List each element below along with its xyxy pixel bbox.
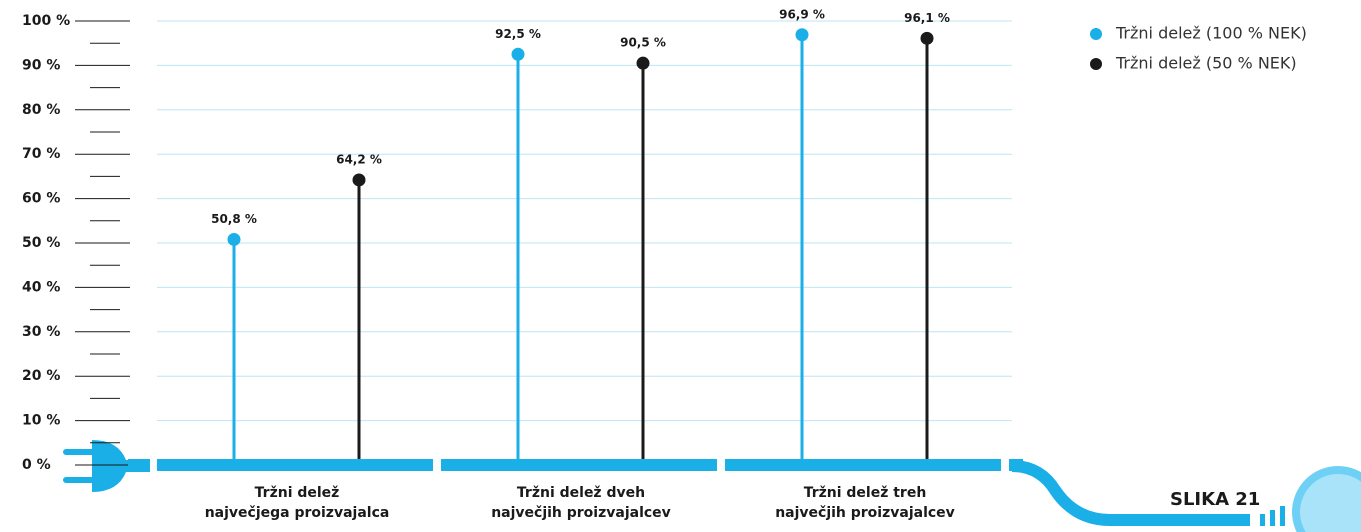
y-tick-label: 0 % (22, 457, 51, 473)
legend-label: Tržni delež (100 % NEK) (1115, 24, 1307, 43)
point (795, 28, 809, 42)
point (511, 47, 525, 61)
baseline-segment (441, 459, 717, 471)
point (352, 173, 366, 187)
y-tick-label: 100 % (22, 13, 70, 29)
y-tick-label: 40 % (22, 279, 60, 295)
value-label: 64,2 % (336, 152, 382, 166)
y-tick-label: 70 % (22, 146, 60, 162)
y-tick-label: 90 % (22, 57, 60, 73)
value-label: 92,5 % (495, 27, 541, 41)
y-tick-label: 10 % (22, 413, 60, 429)
x-tick-label: Tržni delež dveh največjih proizvajalcev (491, 485, 671, 521)
y-tick-label: 20 % (22, 368, 60, 384)
y-tick-label: 30 % (22, 324, 60, 340)
legend-marker (1090, 58, 1102, 70)
x-tick-label: Tržni delež treh največjih proizvajalcev (775, 485, 955, 521)
value-label: 50,8 % (211, 212, 257, 226)
y-tick-label: 80 % (22, 102, 60, 118)
point (227, 232, 241, 246)
baseline-segment (1009, 459, 1023, 471)
x-tick-label: Tržni delež največjega proizvajalca (204, 485, 390, 521)
value-label: 96,9 % (779, 7, 825, 21)
point (636, 56, 650, 70)
baseline-segment (128, 459, 150, 471)
legend-label: Tržni delež (50 % NEK) (1115, 54, 1297, 73)
figure-label: SLIKA 21 (1170, 489, 1260, 510)
baseline-segment (157, 459, 433, 471)
value-label: 96,1 % (904, 11, 950, 25)
point (920, 31, 934, 45)
value-label: 90,5 % (620, 36, 666, 50)
baseline-segment (725, 459, 1001, 471)
y-tick-label: 50 % (22, 235, 60, 251)
legend-marker (1090, 28, 1102, 40)
grid (157, 20, 1012, 422)
decoration (63, 440, 1361, 532)
y-tick-label: 60 % (22, 191, 60, 207)
